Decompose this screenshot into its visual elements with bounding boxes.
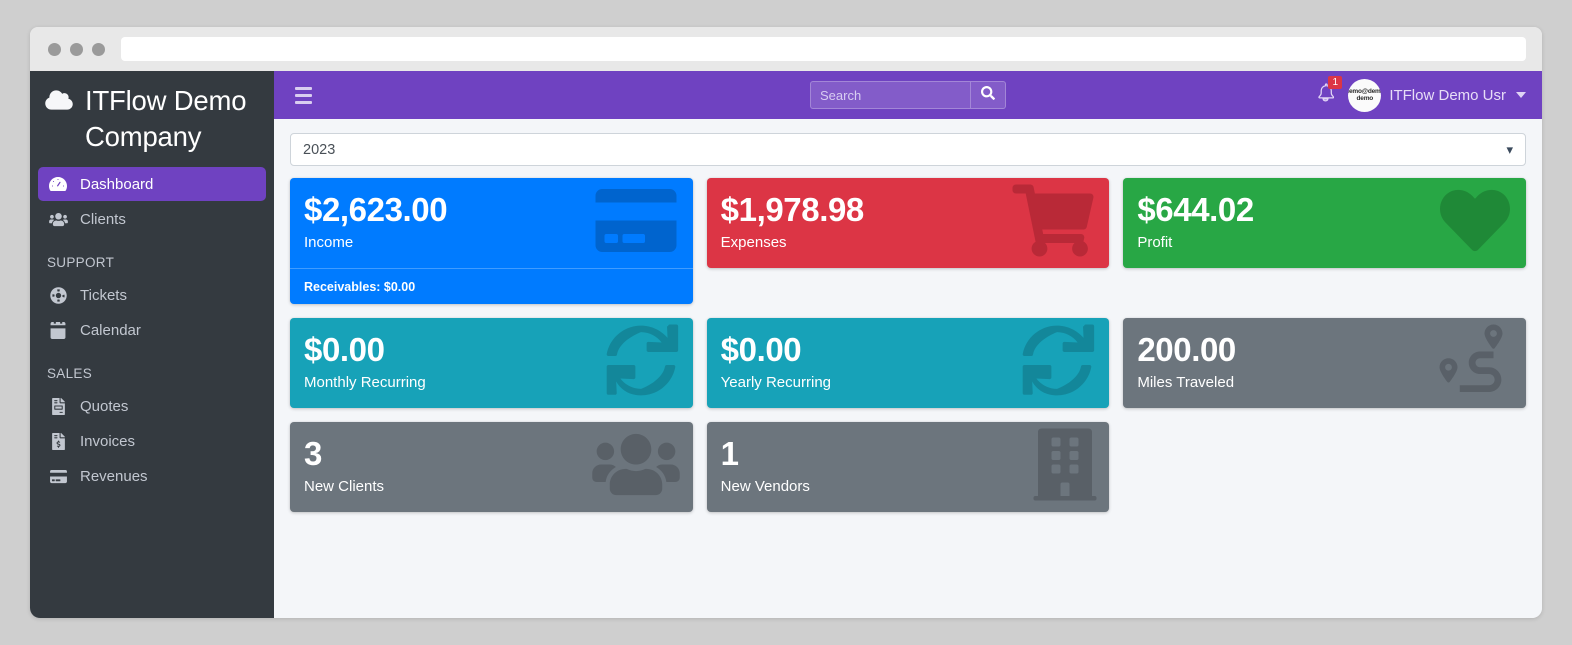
sidebar-item-calendar[interactable]: Calendar [38, 313, 266, 347]
stat-card-value: $0.00 [304, 331, 385, 368]
stat-card-label: Expenses [720, 234, 787, 251]
life-ring-icon [47, 286, 69, 304]
stat-card-value: $644.02 [1137, 191, 1254, 228]
stat-card-value: 1 [720, 435, 739, 472]
notifications-button[interactable]: 1 [1311, 76, 1348, 107]
content-wrapper: 1 demo@demo demo ITFlow Demo Usr 2023 [274, 71, 1542, 618]
bar-3 [294, 100, 312, 104]
sidebar-item-clients[interactable]: Clients [38, 202, 266, 236]
sidebar-item-label: Calendar [80, 321, 141, 339]
bar-2 [294, 93, 312, 97]
sidebar-brand[interactable]: ITFlow Demo Company [30, 71, 274, 161]
search-button[interactable] [970, 81, 1006, 109]
window-minimize-dot[interactable] [70, 42, 83, 56]
bar-1 [294, 86, 312, 90]
stat-card-inner: 200.00 Miles Traveled [1123, 318, 1526, 408]
sidebar-item-label: Invoices [80, 432, 136, 450]
brand-name: ITFlow Demo Company [85, 85, 247, 152]
stat-card-inner: $0.00 Yearly Recurring [707, 318, 1110, 408]
users-icon [47, 210, 69, 228]
credit-card-icon [47, 467, 69, 485]
sidebar-item-label: Revenues [80, 467, 148, 485]
stat-card-label: New Vendors [720, 478, 810, 495]
sidebar-item-revenues[interactable]: Revenues [38, 459, 266, 493]
stat-card-monthly-recurring[interactable]: $0.00 Monthly Recurring [290, 318, 693, 408]
stat-card-label: Yearly Recurring [720, 374, 832, 391]
sidebar-group-header-support: SUPPORT [47, 255, 115, 270]
dashboard-body: 2023 ▾ $2,623.00 Income [274, 119, 1542, 618]
stat-card-value: $0.00 [720, 331, 802, 368]
app-viewport: ITFlow Demo Company Dashboard [30, 71, 1542, 618]
stat-card-label: Income [304, 234, 354, 251]
sidebar-nav: Dashboard Clients SUPPORT [30, 161, 274, 493]
stat-card-inner: $2,623.00 Income [290, 178, 693, 268]
stat-card-label: New Clients [304, 478, 385, 495]
window-maximize-dot[interactable] [92, 42, 105, 56]
user-name: ITFlow Demo Usr [1389, 86, 1506, 104]
stat-card-income[interactable]: $2,623.00 Income Receivables: $0.00 [290, 178, 693, 304]
sidebar-item-invoices[interactable]: Invoices [38, 424, 266, 458]
stat-card-inner: $0.00 Monthly Recurring [290, 318, 693, 408]
sidebar-item-label: Dashboard [80, 175, 154, 193]
url-bar[interactable] [121, 37, 1526, 61]
stat-card-new-vendors[interactable]: 1 New Vendors [706, 422, 1110, 512]
tachometer-icon [47, 175, 69, 193]
year-filter-select[interactable]: 2023 ▾ [290, 133, 1526, 166]
year-filter-value: 2023 [303, 141, 336, 158]
stat-card-inner: $644.02 Profit [1123, 178, 1526, 268]
sidebar-item-dashboard[interactable]: Dashboard [38, 167, 266, 201]
sidebar-group-header-sales: SALES [47, 366, 93, 381]
stat-card-inner: $1,978.98 Expenses [707, 178, 1110, 268]
navbar-right: 1 demo@demo demo ITFlow Demo Usr [1311, 76, 1528, 112]
sidebar-item-quotes[interactable]: Quotes [38, 389, 266, 423]
stat-card-value: 200.00 [1137, 331, 1236, 368]
bell-icon [1317, 83, 1335, 107]
sidebar-item-label: Quotes [80, 397, 129, 415]
stat-card-inner: 3 New Clients [290, 422, 693, 512]
stat-card-label: Miles Traveled [1137, 374, 1235, 391]
user-menu[interactable]: demo@demo demo ITFlow Demo Usr [1348, 78, 1528, 112]
stat-card-profit[interactable]: $644.02 Profit [1123, 178, 1527, 268]
search-icon [981, 85, 995, 105]
search-form [810, 81, 1006, 109]
file-invoice-dollar-icon [47, 432, 69, 450]
calendar-icon [47, 321, 69, 339]
stat-card-value: 3 [304, 435, 322, 472]
stat-card-expenses[interactable]: $1,978.98 Expenses [706, 178, 1110, 268]
browser-window: ITFlow Demo Company Dashboard [30, 27, 1542, 618]
avatar: demo@demo demo [1348, 78, 1382, 112]
top-navbar: 1 demo@demo demo ITFlow Demo Usr [274, 71, 1542, 119]
browser-chrome [30, 27, 1542, 71]
stat-card-yearly-recurring[interactable]: $0.00 Yearly Recurring [706, 318, 1110, 408]
avatar-line-1: demo@demo [1348, 87, 1381, 95]
search-input[interactable] [810, 81, 970, 109]
avatar-line-2: demo [1356, 95, 1374, 102]
file-invoice-icon [47, 397, 69, 415]
card-row-2: $0.00 Monthly Recurring $0.00 [290, 318, 1527, 408]
stat-card-label: Profit [1137, 234, 1173, 251]
stat-card-miles-traveled[interactable]: 200.00 Miles Traveled [1123, 318, 1527, 408]
caret-down-icon [1516, 92, 1526, 98]
stat-card-inner: 1 New Vendors [707, 422, 1110, 512]
bars-icon[interactable] [286, 80, 320, 110]
cloud-icon [44, 89, 74, 116]
window-close-dot[interactable] [48, 42, 61, 56]
sidebar-item-label: Tickets [80, 286, 127, 304]
stat-card-value: $2,623.00 [304, 191, 448, 228]
sidebar-item-tickets[interactable]: Tickets [38, 278, 266, 312]
chevron-down-icon: ▾ [1506, 141, 1513, 157]
sidebar: ITFlow Demo Company Dashboard [30, 71, 274, 618]
card-row-1: $2,623.00 Income Receivables: $0.00 [290, 178, 1527, 304]
stat-card-label: Monthly Recurring [304, 374, 426, 391]
card-row-3: 3 New Clients 1 New Vendor [290, 422, 1526, 512]
stat-card-new-clients[interactable]: 3 New Clients [290, 422, 693, 512]
stat-card-value: $1,978.98 [720, 191, 865, 228]
sidebar-item-label: Clients [80, 210, 126, 228]
notification-badge: 1 [1328, 76, 1343, 89]
stat-card-footer: Receivables: $0.00 [290, 268, 693, 304]
window-controls[interactable] [48, 42, 105, 56]
